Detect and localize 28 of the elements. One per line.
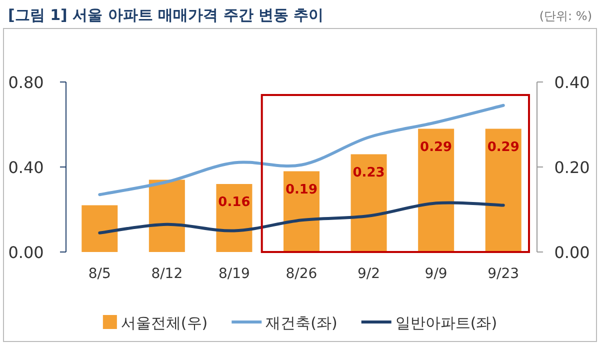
x-tick-label: 8/5: [88, 266, 111, 282]
legend-label: 서울전체(우): [120, 314, 208, 332]
bar: [148, 180, 185, 252]
y-tick-label: 0.80: [8, 73, 44, 92]
data-label: 0.29: [420, 140, 452, 155]
x-tick-label: 9/2: [358, 266, 380, 282]
data-label: 0.19: [285, 182, 318, 198]
legend-label: 일반아파트(좌): [395, 314, 498, 332]
bar: [350, 154, 387, 252]
bar: [418, 128, 454, 252]
chart-title: [그림 1] 서울 아파트 매매가격 주간 변동 추이: [8, 6, 324, 24]
y2-tick-label: 0.20: [554, 158, 590, 177]
data-label: 0.29: [487, 140, 520, 155]
legend-label: 재건축(좌): [266, 314, 338, 332]
text: (단위: %): [539, 9, 592, 23]
x-tick-label: 9/23: [488, 266, 520, 282]
y2-tick-label: 0.00: [554, 243, 590, 262]
x-tick-label: 8/26: [286, 266, 318, 282]
x-tick-label: 8/12: [151, 266, 183, 282]
x-tick-label: 8/19: [218, 266, 250, 282]
y-tick-label: 0.00: [8, 243, 44, 262]
bar: [485, 128, 522, 252]
y-tick-label: 0.40: [8, 158, 44, 177]
bar: [82, 205, 118, 252]
data-label: 0.23: [352, 165, 385, 180]
x-tick-label: 9/9: [424, 266, 448, 282]
y2-tick-label: 0.40: [554, 73, 590, 92]
data-label: 0.16: [218, 195, 250, 210]
